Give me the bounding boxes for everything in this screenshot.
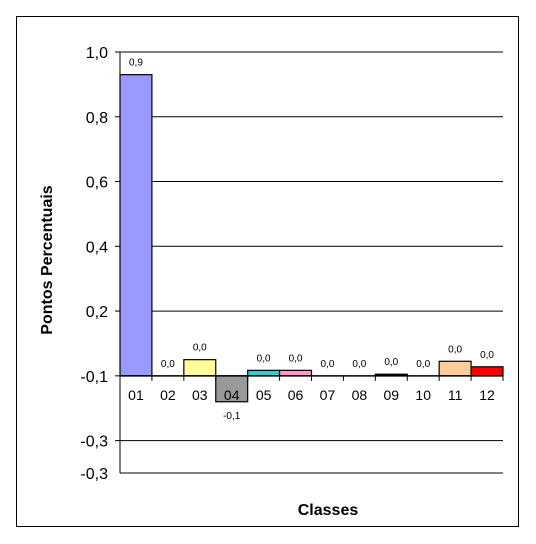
x-tick-label: 04	[224, 387, 240, 403]
bar-04	[215, 375, 249, 403]
bar-03	[183, 359, 217, 377]
data-label-01: 0,9	[129, 58, 143, 69]
data-label-04: -0,1	[223, 411, 241, 422]
data-label-02: 0,0	[161, 359, 175, 370]
x-tick-label: 07	[320, 387, 336, 403]
x-tick-label: 03	[192, 387, 208, 403]
labels: 1,0 0,8 0,6 0,4 0,2 -0,1 -0,3 -0,3 01 02 03 04 05 06 0…	[80, 45, 495, 483]
x-tick-label: 08	[352, 387, 368, 403]
data-label-05: 0,0	[257, 353, 271, 364]
data-label-06: 0,0	[289, 353, 303, 364]
bar-11	[438, 360, 472, 377]
bar-12	[470, 366, 504, 377]
axes	[115, 51, 504, 474]
y-tick-label: -0,3	[80, 434, 108, 451]
x-tick-label: 05	[256, 387, 272, 403]
x-tick-label: 02	[160, 387, 176, 403]
bar-01	[119, 74, 153, 377]
y-axis-title: Pontos Percentuais	[39, 185, 56, 334]
y-tick-label: 1,0	[86, 45, 108, 62]
data-label-10: 0,0	[416, 359, 430, 370]
bar-06	[278, 369, 313, 377]
y-tick-label: 0,4	[86, 239, 108, 256]
chart-area	[16, 16, 519, 527]
bars	[119, 74, 504, 403]
y-tick-label: -0,1	[80, 369, 108, 386]
x-axis-title: Classes	[298, 502, 359, 519]
data-label-11: 0,0	[448, 344, 462, 355]
y-tick-label: -0,3	[80, 466, 108, 483]
grid-lines	[120, 51, 503, 442]
x-tick-label: 10	[415, 387, 431, 403]
data-label-08: 0,0	[352, 359, 366, 370]
x-tick-label: 01	[128, 387, 144, 403]
x-tick-label: 12	[479, 387, 495, 403]
data-label-12: 0,0	[480, 350, 494, 361]
y-tick-label: 0,8	[86, 110, 108, 127]
data-label-09: 0,0	[384, 357, 398, 368]
bar-05	[247, 369, 281, 377]
data-label-03: 0,0	[193, 343, 207, 354]
x-tick-label: 06	[288, 387, 304, 403]
y-tick-label: 0,2	[86, 304, 108, 321]
data-label-07: 0,0	[321, 359, 335, 370]
x-tick-label: 09	[384, 387, 400, 403]
y-tick-label: 0,6	[86, 175, 108, 192]
x-tick-label: 11	[448, 387, 463, 403]
